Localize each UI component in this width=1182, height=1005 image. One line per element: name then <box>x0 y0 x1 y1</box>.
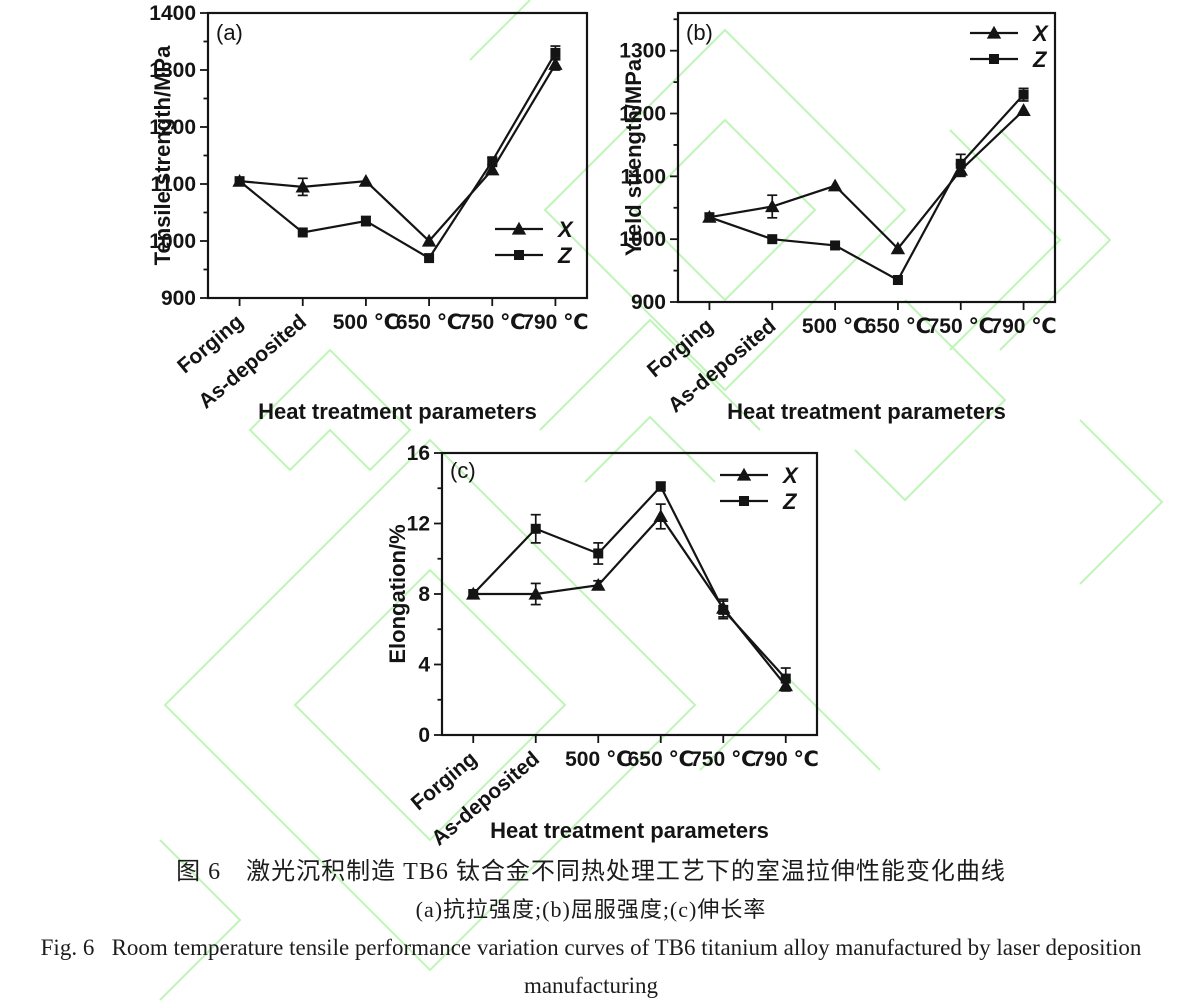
x-axis-title: Heat treatment parameters <box>727 399 1006 424</box>
series-Z <box>704 87 1029 286</box>
y-tick-label: 1100 <box>150 173 196 196</box>
x-tick-label: 650 ℃ <box>396 311 462 334</box>
series-Z <box>234 45 561 264</box>
axes <box>434 451 819 743</box>
series-X <box>232 57 563 247</box>
x-tick-label: 650 ℃ <box>628 748 694 771</box>
legend-label-Z: Z <box>557 243 573 268</box>
x-tick-label: 500 ℃ <box>333 311 399 334</box>
y-tick-label: 900 <box>631 291 666 314</box>
x-tick-label: 650 ℃ <box>865 315 931 338</box>
legend: XZ <box>495 217 574 268</box>
x-tick-label: 750 ℃ <box>459 311 525 334</box>
figure-caption: 图 6 激光沉积制造 TB6 钛合金不同热处理工艺下的室温拉伸性能变化曲线 (a… <box>0 854 1182 1005</box>
x-tick-label: 790 ℃ <box>753 748 819 771</box>
y-tick-label: 900 <box>161 287 196 310</box>
y-tick-label: 12 <box>407 513 430 536</box>
legend: XZ <box>970 21 1049 72</box>
y-tick-label: 8 <box>418 583 430 606</box>
x-tick-label: 750 ℃ <box>928 315 994 338</box>
x-tick-label: 500 ℃ <box>802 315 868 338</box>
caption-zh-title: 图 6 激光沉积制造 TB6 钛合金不同热处理工艺下的室温拉伸性能变化曲线 <box>176 859 1006 885</box>
legend-label-X: X <box>1031 21 1049 46</box>
x-axis-title: Heat treatment parameters <box>490 818 769 843</box>
x-tick-label: 750 ℃ <box>690 748 756 771</box>
x-tick-label: 500 ℃ <box>565 748 631 771</box>
panel-label: (a) <box>216 20 243 45</box>
y-tick-label: 1000 <box>150 230 196 253</box>
axes <box>200 11 589 306</box>
caption-en-title: Fig. 6 Room temperature tensile performa… <box>40 935 1148 998</box>
series-Z <box>468 481 791 691</box>
legend: XZ <box>720 463 799 514</box>
y-axis-title: Tensile strength/MPa <box>150 45 175 265</box>
legend-label-Z: Z <box>782 489 798 514</box>
x-tick-label: As-deposited <box>194 310 311 413</box>
y-tick-label: 1300 <box>150 59 196 82</box>
y-tick-label: 1200 <box>150 116 196 139</box>
x-tick-label: 790 ℃ <box>990 315 1056 338</box>
y-axis-title: Yield strength/MPa <box>621 58 646 256</box>
y-axis-title: Elongation/% <box>385 524 410 663</box>
axis-labels: 90010001100120013001400ForgingAs-deposit… <box>150 2 589 424</box>
legend-label-Z: Z <box>1032 47 1048 72</box>
x-tick-label: 790 ℃ <box>522 311 588 334</box>
y-tick-label: 16 <box>407 442 430 465</box>
panel-label: (c) <box>450 458 476 483</box>
panel-label: (b) <box>686 20 713 45</box>
caption-zh-subtitle: (a)抗拉强度;(b)屈服强度;(c)伸长率 <box>415 897 767 922</box>
legend-label-X: X <box>556 217 574 242</box>
y-tick-label: 4 <box>418 654 430 677</box>
series-X <box>466 503 793 692</box>
y-tick-label: 0 <box>418 724 430 747</box>
x-axis-title: Heat treatment parameters <box>258 399 537 424</box>
legend-label-X: X <box>781 463 799 488</box>
chart-a-tensile-strength: 90010001100120013001400ForgingAs-deposit… <box>150 2 589 424</box>
y-tick-label: 1400 <box>150 2 196 25</box>
